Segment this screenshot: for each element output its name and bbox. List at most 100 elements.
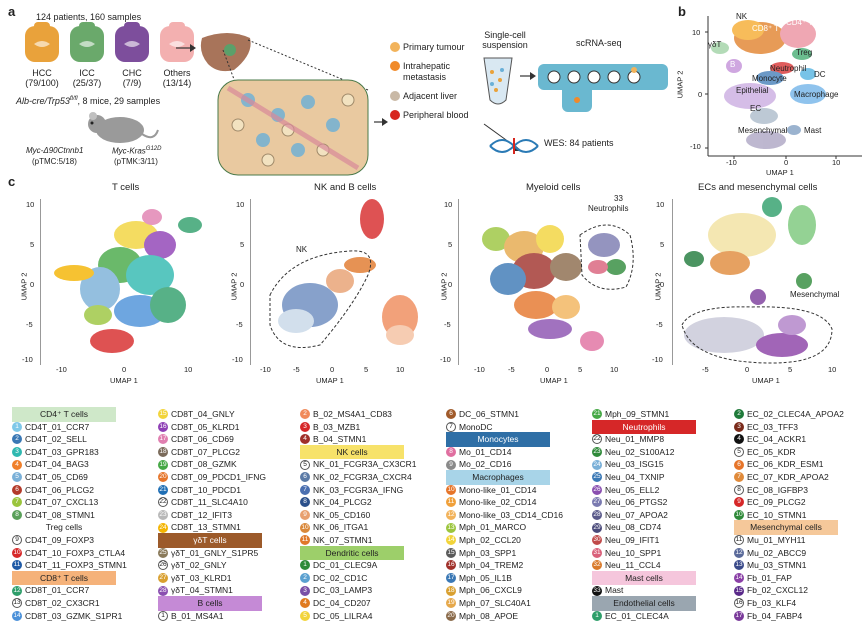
umap-t-cells	[40, 199, 202, 365]
tick-x: -5	[508, 365, 515, 374]
cluster-number-dot: 27	[592, 497, 602, 508]
legend-item: 3 B_03_MZB1	[300, 421, 446, 434]
organ-chc: CHC (7/9)	[109, 68, 155, 88]
tick-y: 0	[240, 280, 245, 289]
umap-x-label: UMAP 1	[752, 376, 780, 385]
organ-name: HCC	[32, 68, 52, 78]
organ-hcc: HCC (79/100)	[19, 68, 65, 88]
mouse-model-left: Myc-Δ90Ctnnb1	[26, 146, 84, 155]
cluster-name: Mono-like_03_CD14_CD16	[459, 509, 563, 520]
cluster-name: Mo_01_CD14	[459, 446, 512, 457]
cluster-number-dot: 18	[158, 447, 168, 458]
cluster-name: CD8T_04_GNLY	[171, 409, 235, 419]
legend-item: 5 CD4T_05_CD69	[12, 471, 158, 484]
cluster-number-dot: 12	[446, 510, 456, 521]
cluster-number-dot: 16	[734, 598, 744, 609]
legend-item: 1 B_01_MS4A1	[158, 610, 300, 623]
legend-item: 11 NK_07_STMN1	[300, 534, 446, 547]
cluster-name: EC_08_IGFBP3	[747, 484, 808, 495]
cluster-name: CD4T_07_CXCL13	[25, 497, 99, 508]
cluster-name: γδT_02_GNLY	[171, 560, 227, 571]
organ-count: (7/9)	[122, 78, 142, 88]
cluster-name: Neu_04_TXNIP	[605, 471, 665, 482]
cluster-number-dot: 16	[446, 560, 456, 571]
cluster-number-dot: 13	[12, 598, 22, 609]
tick-y: -10	[440, 355, 451, 364]
cluster-number-dot: 2	[12, 434, 22, 445]
organ-count: (25/37)	[72, 78, 102, 88]
cluster-name: EC_04_ACKR1	[747, 434, 807, 445]
cluster-number-dot: 6	[446, 409, 456, 420]
legend-group-label: γδT cells	[158, 532, 262, 548]
suspension-label: Single-cell suspension	[470, 30, 540, 50]
tick-y: 10	[236, 200, 245, 209]
cluster-number-dot: 19	[158, 459, 168, 470]
legend-item: 9 EC_09_PLCG2	[734, 496, 862, 509]
cluster-name: Mph_01_MARCO	[459, 522, 527, 533]
legend-column: 6 DC_06_STMN1 7 MonoDC Monocytes 8 Mo_01_CD14 9…	[446, 408, 592, 634]
legend-item: 6 EC_06_KDR_ESM1	[734, 458, 862, 471]
cluster-number-dot: 25	[158, 547, 168, 558]
cluster-name: CD4T_09_FOXP3	[25, 534, 94, 545]
umap-ec-mesenchymal-cells	[672, 197, 833, 365]
cluster-name: CD4T_01_CCR7	[25, 421, 90, 432]
cluster-number-dot: 23	[592, 447, 602, 458]
legend-group-header: Treg cells	[12, 520, 158, 535]
legend-item: 18 CD8T_07_PLCG2	[158, 446, 300, 459]
cluster-name: EC_05_KDR	[747, 446, 796, 457]
mouse-model-name: Alb-cre/Trp53	[16, 96, 70, 106]
legend-column: 21 Mph_09_STMN1 Neutrophils 22 Neu_01_MMP8 23…	[592, 408, 734, 634]
legend-item: 17 Mph_05_IL1B	[446, 572, 592, 585]
cluster-name: B_03_MZB1	[313, 421, 361, 432]
cluster-name: B_01_MS4A1	[171, 610, 224, 621]
umap-myeloid-cells	[458, 199, 634, 365]
tick-x: 0	[784, 158, 789, 167]
legend-item: 24 CD8T_13_STMN1	[158, 521, 300, 534]
legend-item: 3 CD4T_03_GPR183	[12, 446, 158, 459]
legend-group-label: CD8⁺ T cells	[12, 570, 116, 586]
cluster-number-dot: 17	[158, 434, 168, 445]
legend-column: 15 CD8T_04_GNLY 16 CD8T_05_KLRD1 17 CD8T_06_C…	[158, 408, 300, 634]
legend-item: 18 Mph_06_CXCL9	[446, 584, 592, 597]
label-ec: EC	[750, 104, 762, 113]
legend-item: 7 CD4T_07_CXCL13	[12, 496, 158, 509]
cluster-name: Mu_01_MYH11	[747, 534, 806, 545]
tick-y: 0	[448, 280, 453, 289]
cluster-number-dot: 30	[592, 535, 602, 546]
organ-count: (13/14)	[162, 78, 192, 88]
legend-item: 7 NK_03_FCGR3A_IFNG	[300, 484, 446, 497]
cluster-name: Mph_09_STMN1	[605, 409, 670, 419]
cluster-ec	[750, 108, 778, 124]
cluster-number-dot: 2	[300, 409, 310, 420]
cluster-name: Neu_02_S100A12	[605, 446, 675, 457]
cluster-mast	[787, 125, 801, 135]
nk-annotation: NK	[296, 245, 308, 254]
cluster-cd4t	[780, 20, 816, 48]
cluster-number-dot: 9	[446, 459, 456, 470]
cluster-name: Fb_01_FAP	[747, 572, 792, 583]
cluster-name: Neu_08_CD74	[605, 522, 662, 533]
sample-type-label: Adjacent liver	[403, 90, 458, 101]
legend-group-label: Mast cells	[592, 570, 696, 586]
cluster-name: CD4T_06_PLCG2	[25, 484, 94, 495]
tick-x: 10	[832, 158, 841, 167]
cluster-name: Mo_02_CD16	[459, 459, 512, 470]
cluster-number-dot: 19	[446, 598, 456, 609]
cluster-name: B_02_MS4A1_CD83	[313, 409, 392, 419]
legend-item: 14 CD8T_03_GZMK_S1PR1	[12, 610, 158, 623]
legend-item: 20 CD8T_09_PDCD1_IFNG	[158, 471, 300, 484]
legend-item: 11 Mu_01_MYH11	[734, 534, 862, 547]
cluster-name: EC_01_CLEC4A	[605, 610, 669, 621]
cluster-number-dot: 3	[12, 447, 22, 458]
legend-item: 25 γδT_01_GNLY_S1PR5	[158, 547, 300, 560]
cluster-name: EC_09_PLCG2	[747, 497, 806, 508]
cluster-number-dot: 21	[158, 484, 168, 495]
tick-y: -10	[652, 355, 663, 364]
cluster-name: Mph_05_IL1B	[459, 572, 512, 583]
legend-item: 16 Mph_04_TREM2	[446, 559, 592, 572]
mouse-icon	[88, 112, 159, 143]
tick-y: 5	[660, 240, 665, 249]
sample-type-label: Intrahepatic	[403, 60, 451, 71]
cluster-number-dot: 5	[300, 610, 310, 621]
legend-item: 13 Mph_01_MARCO	[446, 521, 592, 534]
